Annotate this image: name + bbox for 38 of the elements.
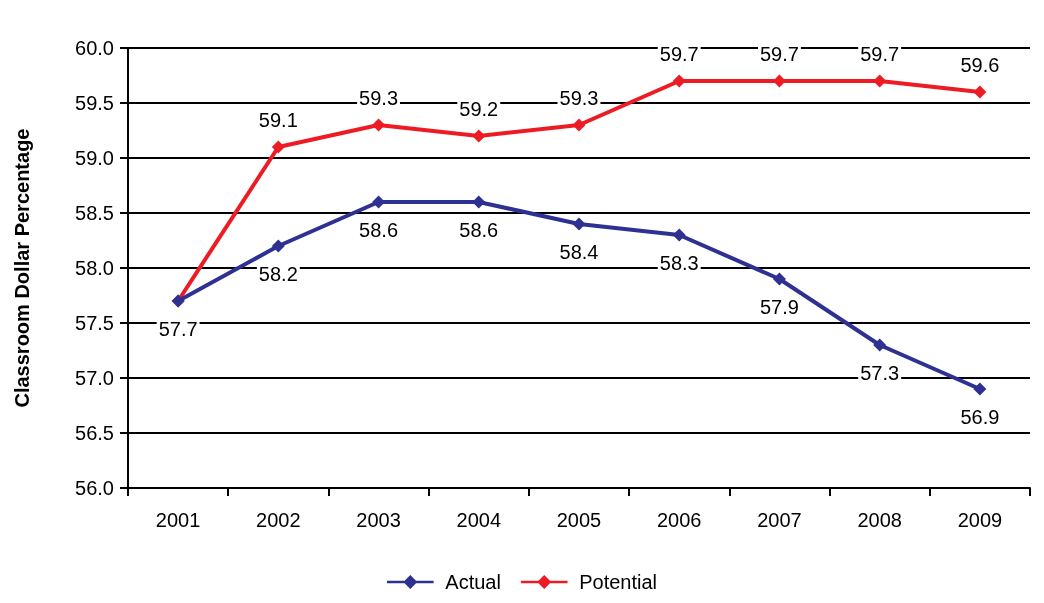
data-label: 59.7 [759, 42, 799, 65]
data-label: 57.7 [158, 317, 198, 340]
y-tick-label: 59.0 [75, 147, 114, 169]
legend-label: Actual [445, 571, 501, 593]
x-tick-label: 2005 [556, 509, 602, 531]
data-label: 59.6 [960, 53, 1000, 76]
data-label: 59.7 [860, 42, 900, 65]
y-tick-label: 59.5 [75, 92, 114, 114]
x-tick-label: 2007 [757, 509, 802, 531]
data-label: 58.3 [659, 251, 699, 274]
y-tick-label: 60.0 [75, 37, 114, 59]
y-tick-label: 57.0 [75, 367, 114, 389]
data-label: 59.2 [459, 97, 499, 120]
data-label: 58.6 [459, 218, 499, 241]
x-tick-label: 2006 [656, 509, 702, 531]
data-label: 58.6 [359, 218, 399, 241]
legend-label: Potential [579, 571, 658, 593]
y-tick-label: 58.0 [75, 257, 114, 279]
data-label: 59.7 [659, 42, 699, 65]
data-label: 59.3 [559, 86, 599, 109]
data-label: 58.2 [258, 262, 298, 285]
x-tick-label: 2001 [155, 509, 201, 531]
x-tick-label: 2002 [256, 509, 301, 531]
x-tick-label: 2004 [456, 509, 502, 531]
data-label: 59.3 [359, 86, 399, 109]
x-tick-label: 2009 [957, 509, 1003, 531]
y-axis-title: Classroom Dollar Percentage [11, 128, 33, 408]
data-label: 57.9 [759, 295, 799, 318]
y-tick-label: 56.0 [75, 477, 114, 499]
x-tick-label: 2003 [356, 509, 401, 531]
data-label: 57.3 [860, 361, 900, 384]
x-tick-label: 2008 [857, 509, 902, 531]
data-label: 58.4 [559, 240, 599, 263]
y-tick-label: 57.5 [75, 312, 114, 334]
y-tick-label: 56.5 [75, 422, 114, 444]
y-tick-label: 58.5 [75, 202, 114, 224]
data-label: 59.1 [258, 108, 298, 131]
data-label: 56.9 [960, 405, 1000, 428]
